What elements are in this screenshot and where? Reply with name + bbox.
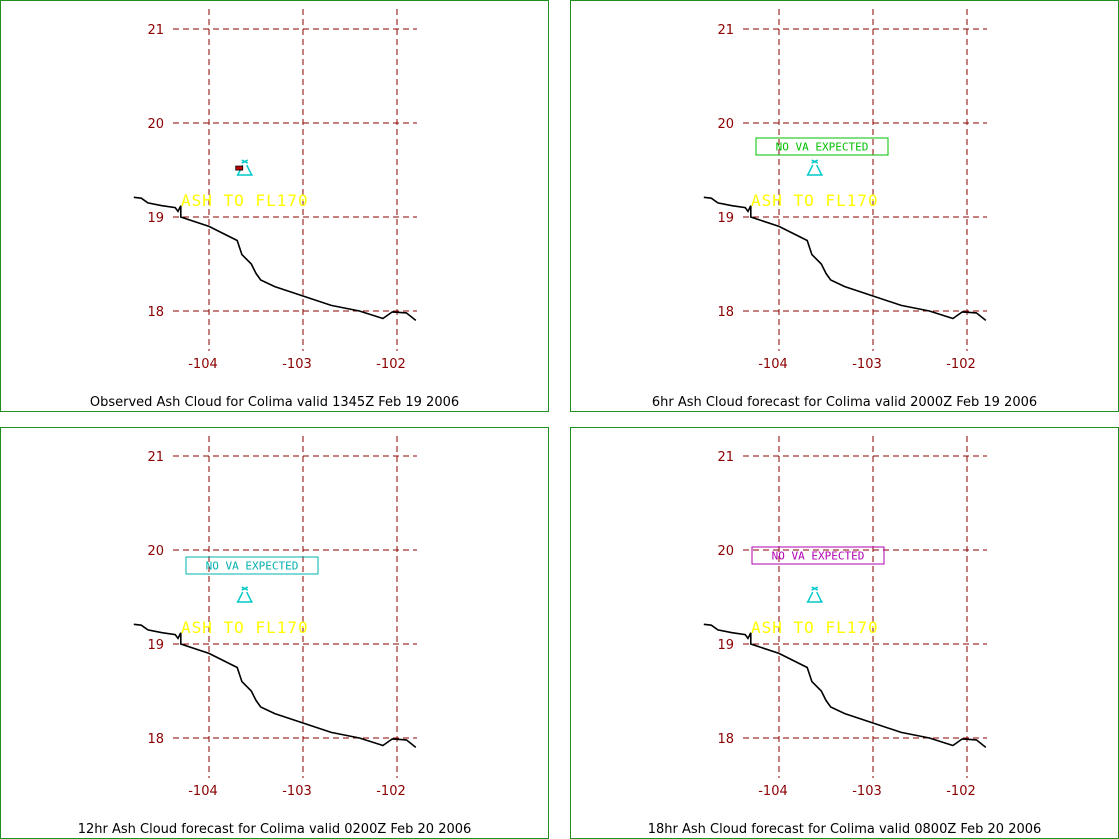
lat-tick-label: 21 [717,23,734,38]
volcano-icon [806,586,823,603]
no-va-notice: NO VA EXPECTED [185,556,319,575]
coastline [133,623,417,749]
volcano-icon [806,159,823,176]
lon-tick-label: -102 [946,784,976,799]
lon-tick-label: -104 [758,357,788,372]
ash-height-label: ASH TO FL170 [751,618,879,637]
panel-caption: 18hr Ash Cloud forecast for Colima valid… [647,822,1042,837]
ash-height-label: ASH TO FL170 [181,191,309,210]
ash-height-label: ASH TO FL170 [751,191,879,210]
map-plot: 21 20 19 18 -104 -103 -102 ASH TO FL170 [133,9,417,372]
svg-text:NO VA EXPECTED: NO VA EXPECTED [206,560,299,573]
ash-height-label: ASH TO FL170 [181,618,309,637]
coastline [703,623,987,749]
panel-caption: Observed Ash Cloud for Colima valid 1345… [89,395,460,410]
lat-tick-label: 21 [717,450,734,465]
lat-tick-label: 18 [147,305,164,320]
lon-tick-label: -104 [188,784,218,799]
svg-text:NO VA EXPECTED: NO VA EXPECTED [772,550,865,563]
coastline [133,196,417,322]
lat-tick-label: 21 [147,23,164,38]
volcano-icon [236,586,253,603]
lat-tick-label: 18 [717,305,734,320]
lat-tick-label: 20 [717,544,734,559]
map-panel-18hr: 21 20 19 18 -104 -103 -102 ASH TO FL170 NO VA EX… [570,427,1119,839]
lat-tick-label: 19 [147,638,164,653]
lat-tick-label: 20 [717,117,734,132]
no-va-notice: NO VA EXPECTED [755,137,889,156]
lon-tick-label: -104 [758,784,788,799]
lat-tick-label: 18 [717,732,734,747]
lon-tick-label: -102 [376,784,406,799]
map-plot: 21 20 19 18 -104 -103 -102 ASH TO FL170 NO VA EX… [703,9,987,372]
lon-tick-label: -104 [188,357,218,372]
lon-tick-label: -102 [946,357,976,372]
map-plot: 21 20 19 18 -104 -103 -102 ASH TO FL170 NO VA EX… [133,436,417,799]
map-panel-observed: 21 20 19 18 -104 -103 -102 ASH TO FL170 Observe… [0,0,549,412]
lat-tick-label: 19 [717,638,734,653]
svg-text:NO VA EXPECTED: NO VA EXPECTED [776,141,869,154]
map-panel-6hr: 21 20 19 18 -104 -103 -102 ASH TO FL170 NO VA EX… [570,0,1119,412]
map-panel-12hr: 21 20 19 18 -104 -103 -102 ASH TO FL170 NO VA EX… [0,427,549,839]
observed-ash-marker [235,165,244,171]
no-va-notice: NO VA EXPECTED [751,546,885,565]
lat-tick-label: 19 [717,211,734,226]
lat-tick-label: 21 [147,450,164,465]
lat-tick-label: 20 [147,544,164,559]
panel-caption: 6hr Ash Cloud forecast for Colima valid … [651,395,1038,410]
lon-tick-label: -103 [852,784,882,799]
panel-caption: 12hr Ash Cloud forecast for Colima valid… [77,822,472,837]
lat-tick-label: 18 [147,732,164,747]
lon-tick-label: -102 [376,357,406,372]
map-plot: 21 20 19 18 -104 -103 -102 ASH TO FL170 NO VA EX… [703,436,987,799]
lon-tick-label: -103 [852,357,882,372]
lon-tick-label: -103 [282,357,312,372]
lat-tick-label: 19 [147,211,164,226]
lon-tick-label: -103 [282,784,312,799]
lat-tick-label: 20 [147,117,164,132]
coastline [703,196,987,322]
